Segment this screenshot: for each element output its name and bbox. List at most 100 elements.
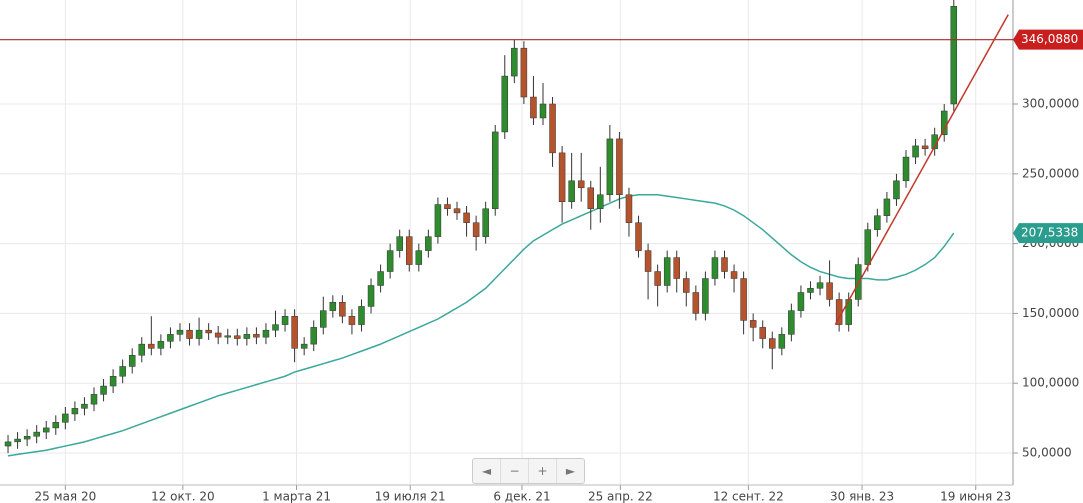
candle-body — [673, 257, 680, 279]
candle-body — [472, 222, 480, 237]
candle-body — [176, 329, 184, 335]
candle-body — [520, 47, 528, 98]
candle-body — [71, 408, 79, 415]
candle-body — [119, 366, 126, 377]
candle-body — [749, 320, 757, 328]
candle-body — [769, 338, 776, 349]
candle-body — [386, 250, 394, 272]
candle-body — [195, 329, 203, 339]
candle-body — [635, 222, 642, 251]
x-tick-label: 12 сент. 22 — [713, 490, 784, 503]
candle-body — [157, 341, 165, 349]
candle-body — [683, 278, 690, 293]
x-tick-label: 25 апр. 22 — [588, 490, 653, 503]
candle-body — [587, 187, 595, 209]
candle-body — [42, 427, 50, 433]
candle-body — [482, 208, 489, 237]
moving-average — [7, 194, 955, 457]
navigation: ◄ − + ► — [472, 458, 585, 484]
candle-body — [740, 278, 747, 321]
candle-body — [644, 250, 652, 272]
candle-body — [52, 422, 60, 429]
nav-zoom-in[interactable]: + — [529, 459, 557, 483]
candle-body — [711, 257, 719, 279]
x-tick-label: 1 марта 21 — [262, 490, 331, 503]
candle-body — [348, 315, 356, 325]
candle-body — [90, 394, 98, 405]
candle-body — [339, 302, 346, 317]
candle-body — [558, 152, 566, 202]
nav-right[interactable]: ► — [565, 464, 576, 478]
y-tick-label: 150,0000 — [1022, 306, 1079, 320]
candle-body — [300, 343, 308, 349]
candle-body — [654, 271, 661, 286]
candle-body — [539, 103, 547, 119]
candle-body — [940, 110, 948, 135]
candle-body — [224, 335, 231, 338]
candle-body — [329, 302, 337, 311]
candle-body — [262, 329, 270, 338]
nav-zoom-out[interactable]: − — [501, 459, 529, 483]
candle-body — [128, 355, 136, 367]
candle-body — [625, 194, 633, 223]
x-tick-label: 19 июня 23 — [940, 490, 1011, 503]
candle-body — [606, 138, 614, 196]
candle-body — [463, 212, 470, 223]
candle-body — [243, 334, 251, 339]
candle-body — [702, 278, 709, 314]
candle-body — [434, 204, 442, 237]
candle-body — [797, 292, 805, 311]
y-tick-label: 50,0000 — [1022, 446, 1072, 460]
nav-left[interactable]: ◄ — [473, 459, 501, 483]
candle-body — [62, 413, 69, 423]
candle-body — [807, 288, 814, 293]
candle-body — [511, 47, 518, 77]
candle-body — [549, 103, 556, 154]
candle-body — [214, 332, 222, 338]
candle-body — [23, 436, 31, 440]
candle-body — [577, 180, 585, 189]
candle-body — [253, 334, 260, 338]
candle-body — [616, 138, 623, 196]
candle-body — [367, 285, 375, 307]
candle-body — [310, 327, 317, 345]
candle-body — [377, 271, 384, 286]
candle-body — [874, 215, 881, 230]
candle-body — [415, 250, 423, 265]
candle-body — [444, 204, 451, 209]
candle-body — [759, 327, 766, 339]
candle-body — [81, 403, 88, 409]
trendline — [834, 14, 1009, 325]
candle-body — [902, 156, 910, 182]
candle-body — [501, 75, 509, 133]
x-tick-label: 6 дек. 21 — [493, 490, 550, 503]
candle-body — [167, 334, 174, 342]
price-label: 207,5338 — [1021, 226, 1078, 240]
candle-body — [358, 306, 365, 325]
candle-body — [186, 329, 193, 339]
candle-body — [568, 180, 575, 202]
x-tick-label: 19 июля 21 — [375, 490, 446, 503]
candle-body — [826, 282, 833, 300]
price-label-box — [1013, 29, 1083, 50]
candle-body — [921, 145, 929, 149]
candle-body — [148, 343, 155, 349]
candle-body — [950, 6, 958, 105]
candle-body — [138, 343, 146, 356]
candle-body — [530, 96, 537, 119]
candle-body — [788, 310, 795, 335]
x-tick-label: 30 янв. 23 — [830, 490, 894, 503]
y-tick-label: 300,0000 — [1022, 97, 1079, 111]
candle-body — [778, 334, 786, 349]
candle-body — [320, 310, 327, 328]
candle-body — [893, 180, 900, 200]
candle-body — [33, 431, 40, 437]
candle-body — [396, 236, 403, 251]
candle-body — [109, 375, 117, 387]
candle-body — [912, 145, 919, 158]
x-tick-label: 12 окт. 20 — [151, 490, 215, 503]
candle-body — [406, 236, 413, 265]
price-label: 346,0880 — [1021, 32, 1078, 46]
candle-body — [663, 257, 671, 286]
